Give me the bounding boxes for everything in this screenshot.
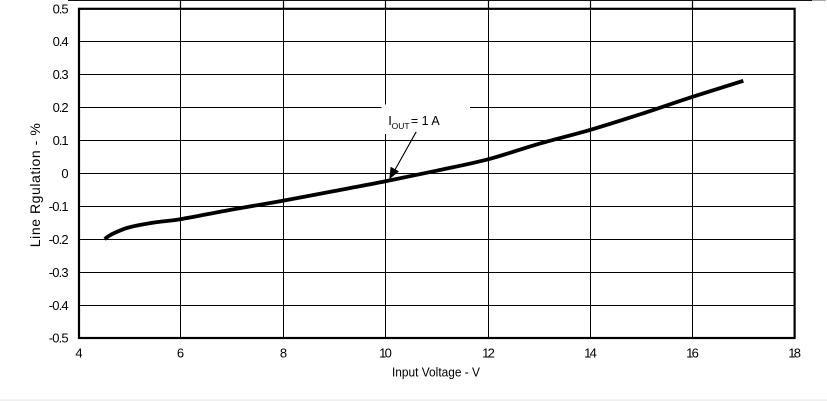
svg-text:16: 16	[686, 346, 699, 361]
svg-text:-0.2: -0.2	[49, 232, 69, 247]
svg-text:-0.3: -0.3	[49, 265, 69, 280]
svg-text:-0.5: -0.5	[49, 331, 69, 346]
svg-text:0.5: 0.5	[53, 2, 69, 17]
svg-text:10: 10	[379, 346, 392, 361]
svg-text:Input Voltage - V: Input Voltage - V	[392, 365, 480, 380]
svg-text:18: 18	[788, 346, 801, 361]
svg-text:8: 8	[280, 346, 287, 361]
svg-text:0.1: 0.1	[53, 133, 69, 148]
svg-text:12: 12	[482, 346, 495, 361]
svg-text:6: 6	[177, 346, 184, 361]
svg-text:0.4: 0.4	[53, 34, 69, 49]
svg-text:0.3: 0.3	[53, 67, 69, 82]
svg-text:-0.1: -0.1	[49, 199, 69, 214]
svg-text:OUT: OUT	[392, 121, 410, 131]
svg-text:4: 4	[75, 346, 82, 361]
svg-text:= 1 A: = 1 A	[411, 114, 441, 128]
svg-text:14: 14	[584, 346, 597, 361]
svg-text:I: I	[388, 113, 392, 128]
svg-text:-0.4: -0.4	[49, 298, 69, 313]
svg-text:Line Rgulation - %: Line Rgulation - %	[27, 123, 43, 247]
svg-text:0.2: 0.2	[53, 100, 69, 115]
svg-text:0: 0	[61, 166, 68, 181]
